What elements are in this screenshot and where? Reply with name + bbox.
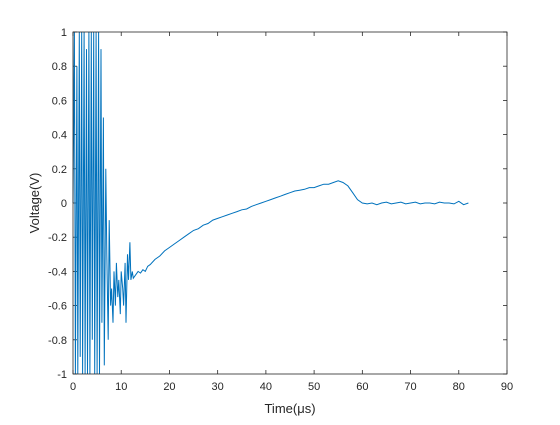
y-tick-label: -0.8 — [48, 335, 67, 347]
x-tick-label: 40 — [260, 381, 272, 393]
y-tick-label: 0.6 — [52, 95, 67, 107]
x-tick-label: 20 — [163, 381, 175, 393]
x-tick-label: 50 — [308, 381, 320, 393]
x-tick-label: 30 — [212, 381, 224, 393]
y-tick-label: -0.6 — [48, 301, 67, 313]
y-tick-label: 0 — [61, 198, 67, 210]
y-tick-label: 0.8 — [52, 61, 67, 73]
x-tick-label: 70 — [404, 381, 416, 393]
x-tick-label: 10 — [115, 381, 127, 393]
tick-labels: 0 10 20 30 40 50 60 70 80 90 -1 -0.8 -0.6 -0.4 -0.2 0 0.… — [48, 27, 513, 393]
x-tick-label: 80 — [453, 381, 465, 393]
axes-box — [72, 31, 508, 375]
y-tick-label: -1 — [57, 369, 67, 381]
y-tick-label: 0.2 — [52, 164, 67, 176]
y-axis-label: Voltage(V) — [27, 173, 42, 234]
plot-area — [73, 32, 507, 374]
x-axis-label: Time(μs) — [264, 401, 315, 416]
series-line — [72, 31, 469, 375]
y-tick-label: 1 — [61, 27, 67, 39]
x-tick-label: 60 — [356, 381, 368, 393]
y-tick-label: -0.2 — [48, 232, 67, 244]
y-tick-label: 0.4 — [52, 130, 67, 142]
x-tick-label: 90 — [501, 381, 513, 393]
x-tick-label: 0 — [70, 381, 76, 393]
y-tick-label: -0.4 — [48, 266, 67, 278]
